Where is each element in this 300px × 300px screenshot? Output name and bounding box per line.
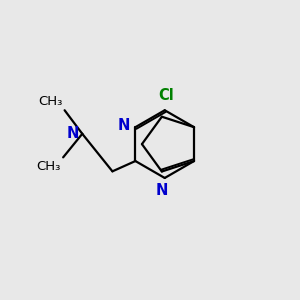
Text: N: N — [118, 118, 130, 133]
Text: N: N — [156, 183, 168, 198]
Text: CH₃: CH₃ — [36, 160, 61, 173]
Text: Cl: Cl — [158, 88, 174, 103]
Text: N: N — [66, 126, 79, 141]
Text: CH₃: CH₃ — [38, 95, 62, 108]
